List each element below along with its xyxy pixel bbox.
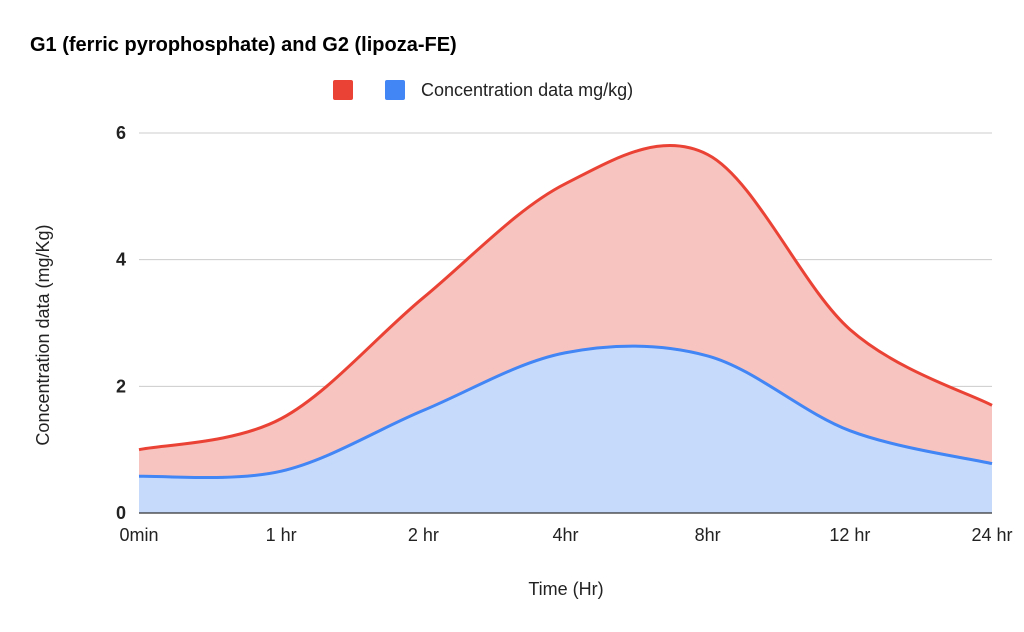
legend-swatch-series-1 (333, 80, 353, 100)
x-tick-label: 2 hr (408, 525, 439, 545)
legend-swatch-series-2 (385, 80, 405, 100)
y-tick-label: 2 (116, 376, 126, 396)
x-tick-label: 24 hr (971, 525, 1012, 545)
y-tick-label: 6 (116, 123, 126, 143)
chart-title: G1 (ferric pyrophosphate) and G2 (lipoza… (30, 34, 457, 56)
x-tick-label: 8hr (695, 525, 721, 545)
x-axis-label: Time (Hr) (528, 579, 603, 599)
x-tick-label: 12 hr (829, 525, 870, 545)
x-axis-ticks: 0min 1 hr 2 hr 4hr 8hr 12 hr 24 hr (119, 525, 1012, 545)
legend: Concentration data mg/kg) (333, 80, 633, 100)
y-axis-ticks: 0 2 4 6 (116, 123, 126, 523)
y-axis-label: Concentration data (mg/Kg) (33, 224, 53, 445)
legend-label-series-2: Concentration data mg/kg) (421, 80, 633, 100)
area-series-1 (139, 145, 992, 478)
x-tick-label: 1 hr (266, 525, 297, 545)
area-series-2 (139, 346, 992, 513)
plot-lines (138, 144, 993, 480)
line-series-2 (138, 344, 993, 480)
line-series-1 (138, 144, 993, 452)
plot-areas (139, 145, 992, 514)
x-tick-label: 4hr (552, 525, 578, 545)
x-tick-label: 0min (119, 525, 158, 545)
y-tick-label: 4 (116, 250, 126, 270)
y-tick-label: 0 (116, 503, 126, 523)
